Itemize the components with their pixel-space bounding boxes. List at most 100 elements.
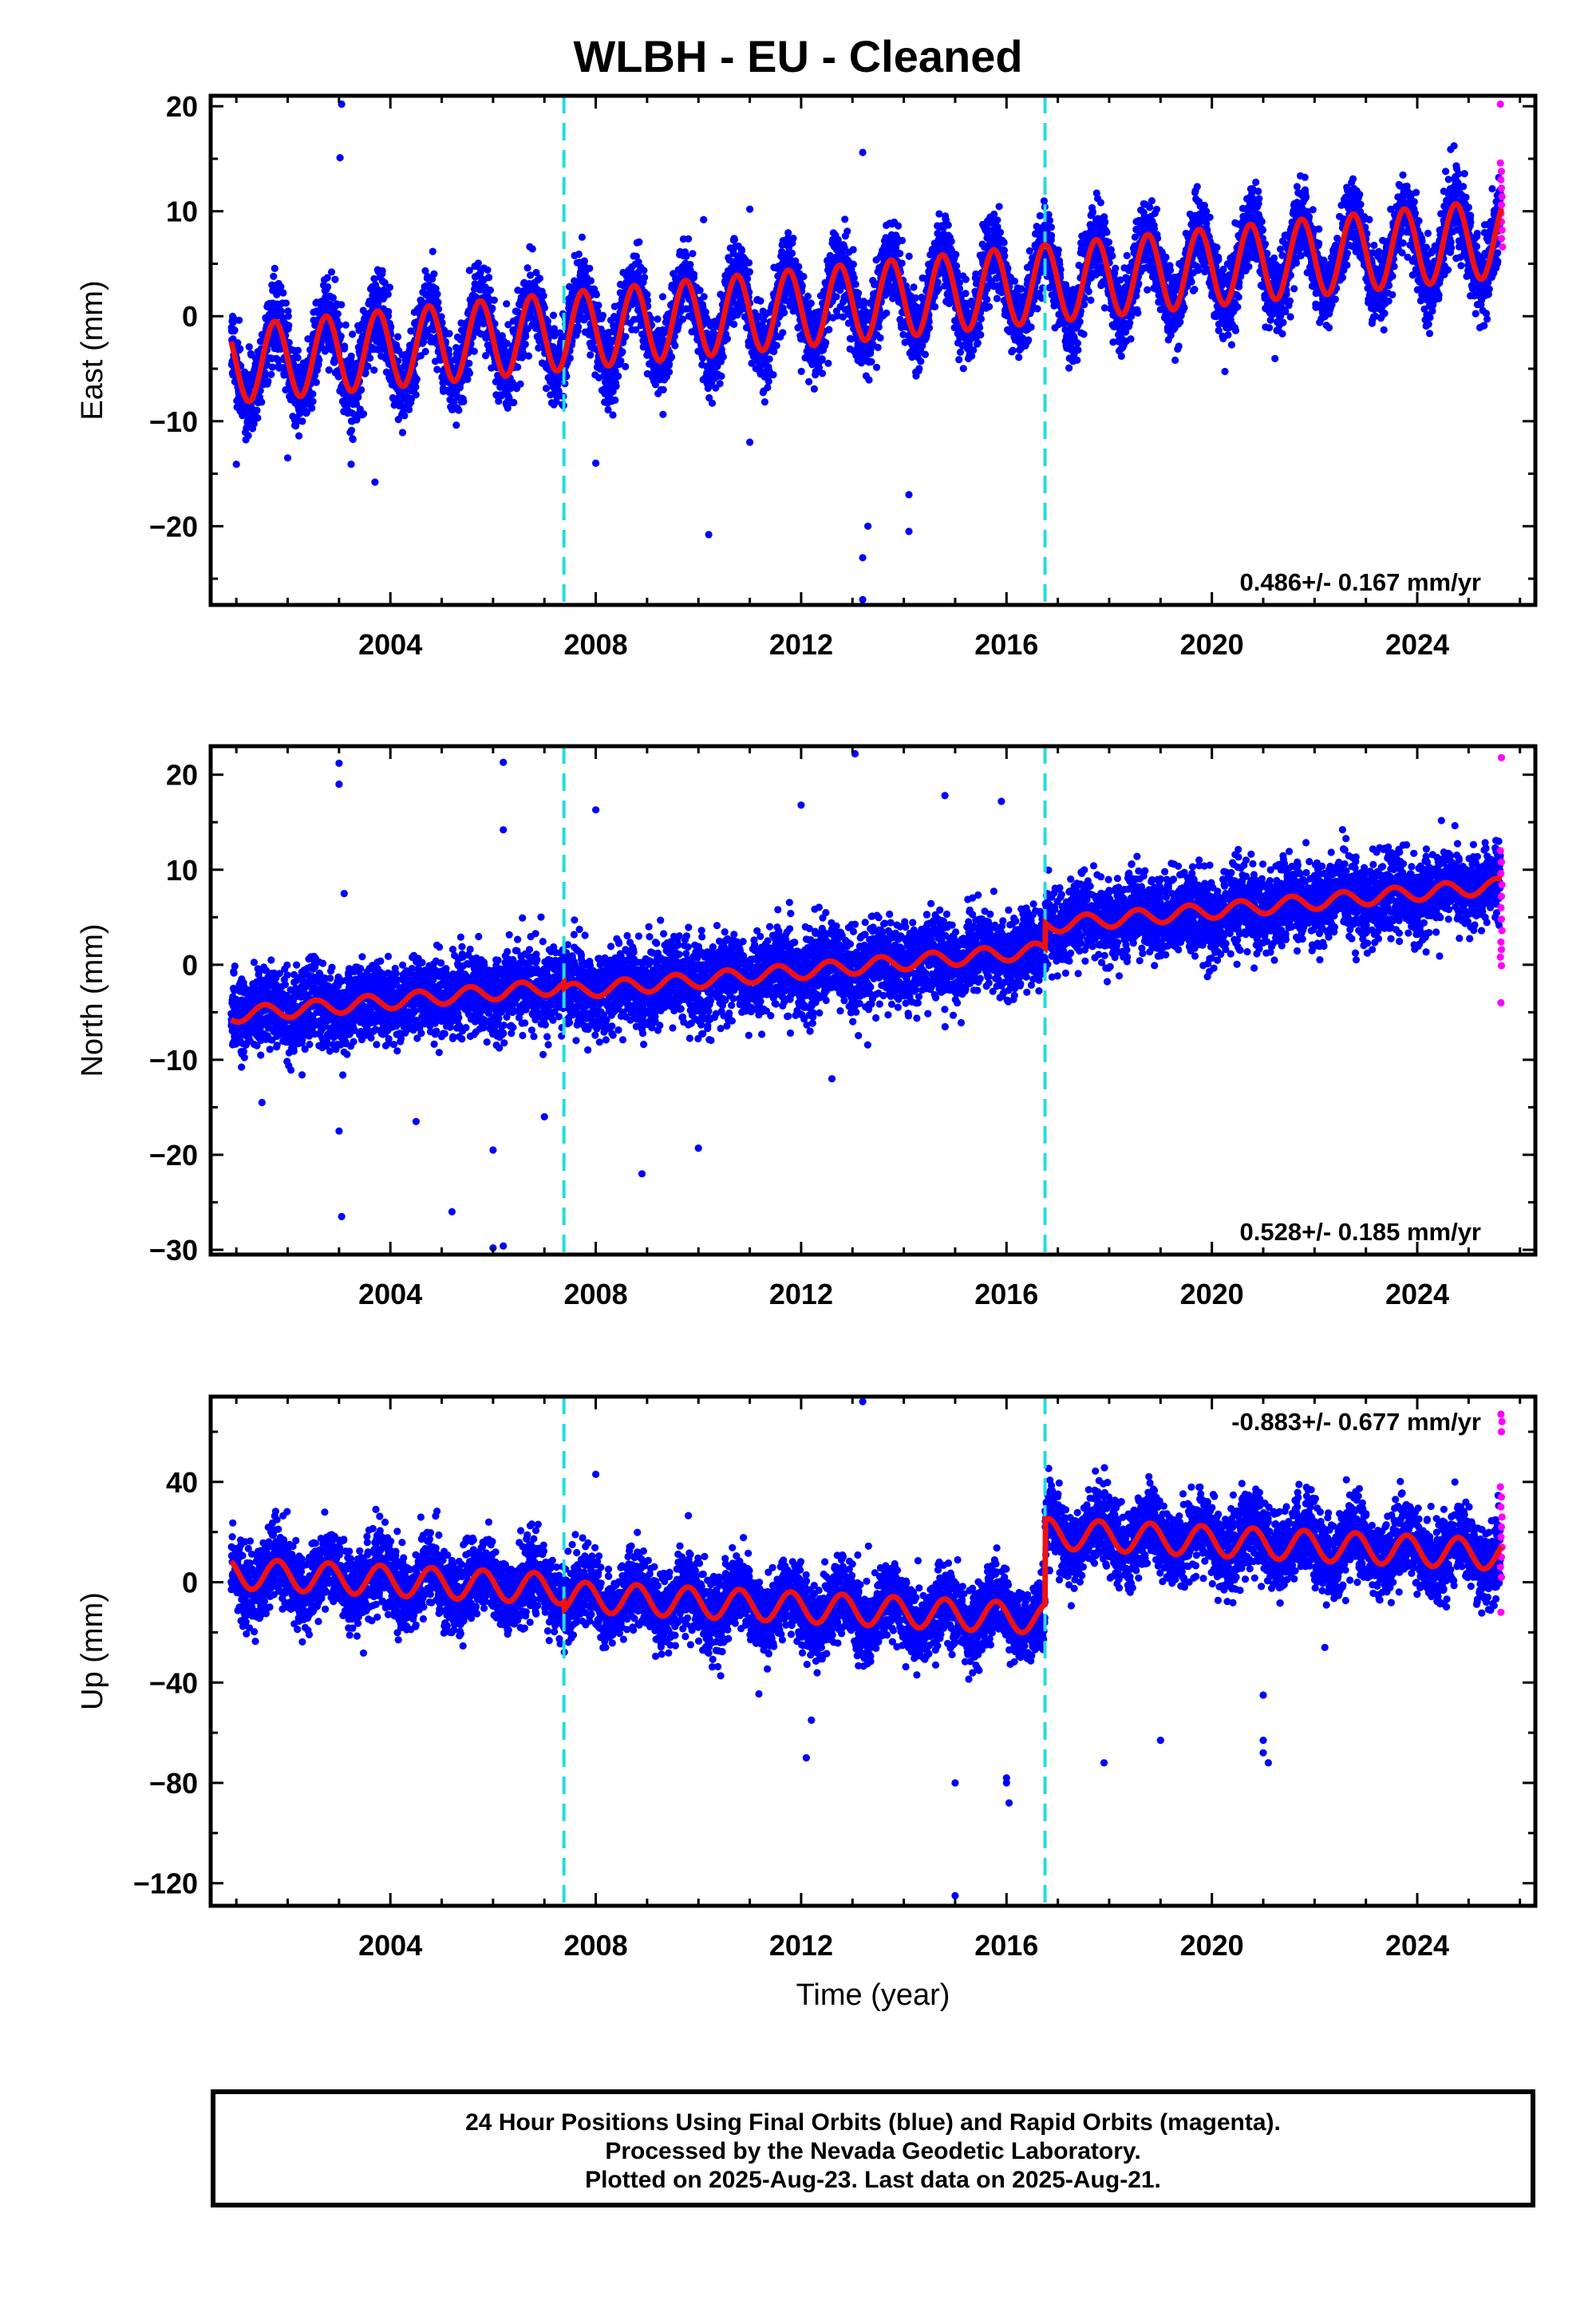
- final-orbit-point: [543, 317, 552, 326]
- final-orbit-point: [915, 365, 923, 373]
- final-orbit-point: [917, 358, 925, 366]
- final-orbit-point: [302, 409, 311, 417]
- final-orbit-point: [825, 326, 833, 334]
- final-orbit-point: [719, 353, 727, 361]
- final-orbit-point: [349, 435, 357, 444]
- final-orbit-point: [470, 347, 478, 355]
- final-orbit-point: [413, 375, 421, 383]
- final-orbit-point: [412, 391, 420, 399]
- final-orbit-point: [245, 343, 253, 351]
- final-orbit-point: [430, 270, 438, 278]
- final-orbit-point: [668, 353, 676, 361]
- final-orbit-point: [764, 383, 772, 392]
- final-orbit-point: [810, 385, 818, 393]
- final-orbit-point: [254, 414, 262, 422]
- final-orbit-point: [294, 346, 302, 354]
- final-orbit-point: [324, 283, 332, 291]
- final-orbit-point: [872, 363, 881, 371]
- final-orbit-point: [271, 264, 279, 272]
- final-orbit-point: [370, 366, 378, 374]
- final-orbit-point: [772, 342, 780, 350]
- final-orbit-point: [503, 300, 511, 308]
- final-orbit-point: [788, 249, 796, 257]
- final-orbit-point: [575, 250, 583, 259]
- final-orbit-point: [267, 370, 275, 378]
- final-orbit-point: [622, 333, 630, 341]
- final-orbit-point: [309, 390, 317, 398]
- final-orbit-point: [895, 222, 903, 230]
- final-orbit-point: [587, 277, 595, 285]
- final-orbit-point: [521, 340, 529, 348]
- final-orbit-point: [867, 358, 875, 366]
- final-orbit-point: [385, 283, 393, 291]
- final-orbit-point: [364, 362, 372, 370]
- final-orbit-point: [849, 260, 857, 268]
- east-panel: 2004 2008 2012 2016 2020 202420100−10−20East …: [76, 90, 1538, 661]
- final-orbit-point: [612, 382, 620, 390]
- final-orbit-point: [282, 385, 290, 394]
- final-orbit-point: [947, 237, 955, 246]
- final-orbit-point: [896, 250, 904, 258]
- final-orbit-point: [309, 397, 317, 405]
- final-orbit-point: [347, 460, 355, 468]
- final-orbit-point: [832, 293, 840, 301]
- final-orbit-point: [682, 252, 690, 260]
- final-orbit-point: [315, 356, 323, 364]
- final-orbit-point: [665, 368, 674, 376]
- final-orbit-point: [455, 406, 463, 414]
- final-orbit-point: [277, 283, 285, 290]
- final-orbit-point: [745, 259, 753, 267]
- final-orbit-point: [359, 410, 368, 418]
- final-orbit-point: [765, 355, 773, 363]
- final-orbit-point: [784, 229, 792, 237]
- final-orbit-point: [700, 293, 708, 301]
- final-orbit-point: [258, 398, 266, 406]
- final-orbit-point: [578, 233, 587, 241]
- final-orbit-point: [659, 410, 667, 418]
- final-orbit-point: [952, 262, 961, 270]
- final-orbit-point: [614, 372, 622, 380]
- final-orbit-point: [268, 363, 276, 371]
- final-orbit-point: [744, 275, 752, 283]
- final-orbit-point: [696, 287, 704, 294]
- final-orbit-point: [465, 370, 474, 377]
- final-orbit-point: [264, 377, 272, 385]
- final-orbit-point: [730, 320, 738, 328]
- final-orbit-point: [849, 246, 857, 254]
- final-orbit-point: [347, 426, 356, 434]
- final-orbit-point: [308, 404, 316, 412]
- final-orbit-point: [539, 292, 547, 300]
- final-orbit-point: [279, 289, 287, 297]
- final-orbit-point: [490, 296, 498, 304]
- final-orbit-point: [843, 227, 851, 235]
- final-orbit-point: [764, 377, 772, 385]
- final-orbit-point: [598, 311, 607, 319]
- final-orbit-point: [295, 432, 303, 440]
- final-orbit-point: [384, 290, 392, 298]
- final-orbit-point: [516, 380, 524, 388]
- final-orbit-point: [757, 297, 764, 305]
- final-orbit-point: [609, 411, 617, 419]
- final-orbit-point: [325, 366, 333, 374]
- final-orbit-point: [486, 287, 495, 294]
- final-orbit-point: [250, 420, 258, 428]
- final-orbit-point: [445, 330, 453, 338]
- final-orbit-point: [474, 259, 483, 267]
- final-orbit-point: [234, 339, 242, 347]
- final-orbit-point: [542, 385, 551, 393]
- final-orbit-point: [522, 333, 530, 341]
- final-orbit-point: [641, 274, 649, 282]
- final-orbit-point: [485, 274, 493, 282]
- final-orbit-point: [284, 312, 292, 320]
- final-orbit-point: [282, 299, 290, 307]
- final-orbit-point: [549, 311, 558, 319]
- figure-title: WLBH - EU - Cleaned: [0, 30, 1596, 82]
- final-orbit-point: [883, 309, 891, 317]
- final-orbit-point: [779, 329, 787, 337]
- final-orbit-point: [595, 301, 602, 310]
- final-orbit-point: [261, 371, 270, 379]
- final-orbit-point: [312, 378, 320, 386]
- final-orbit-point: [723, 335, 732, 343]
- final-orbit-point: [805, 377, 813, 385]
